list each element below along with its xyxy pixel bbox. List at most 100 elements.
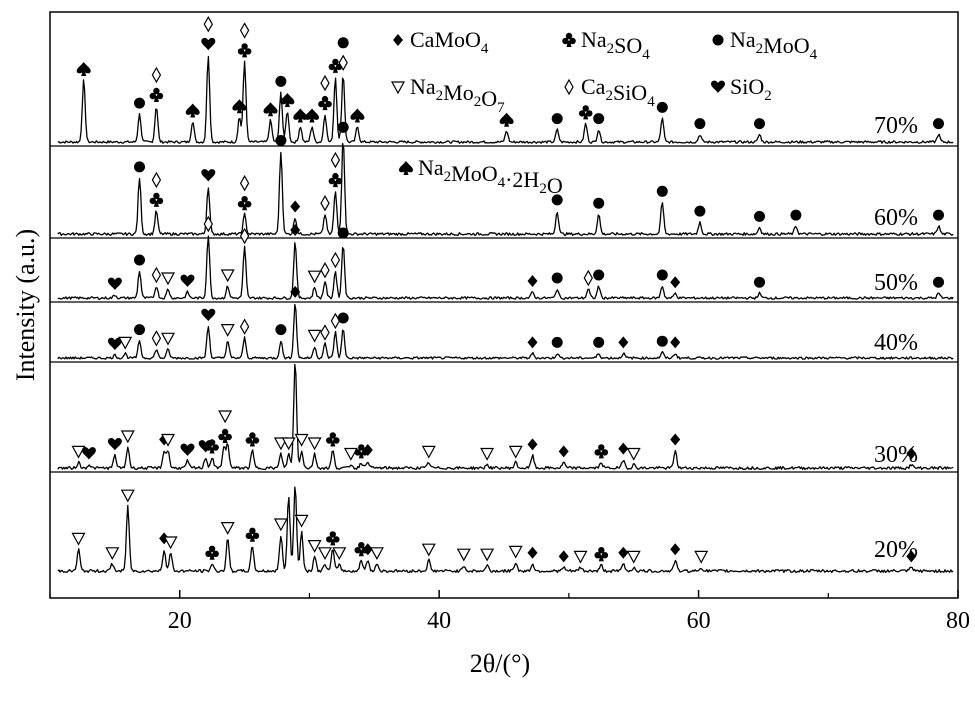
club-marker — [594, 444, 609, 459]
diamond-solid-marker — [618, 442, 629, 455]
circle-marker — [134, 324, 145, 336]
heart-marker — [107, 337, 122, 351]
triangle-open-marker — [626, 550, 641, 564]
legend-entry: Na2Mo2O7 — [390, 74, 505, 116]
circle-marker — [933, 209, 944, 221]
diamond-open-marker — [151, 171, 162, 189]
heart-marker — [180, 443, 195, 456]
diamond-open-marker — [203, 15, 213, 33]
diamond-solid-marker — [527, 438, 538, 451]
diamond-solid-marker — [558, 550, 569, 563]
circle-marker — [593, 113, 605, 125]
club-marker — [562, 32, 576, 47]
diamond-solid-marker — [670, 276, 681, 289]
diamond-open-marker — [320, 261, 330, 279]
triangle-open-marker — [307, 270, 322, 284]
circle-marker — [656, 101, 668, 113]
trace-line — [57, 55, 954, 144]
diamond-solid-marker — [362, 444, 373, 456]
trace-labels: 70% 60% 50% 40% 30% 20% — [874, 113, 918, 563]
heart-marker — [107, 277, 122, 290]
trace-label: 60% — [874, 205, 918, 231]
circle-marker — [551, 194, 563, 206]
circle-marker — [593, 269, 605, 281]
triangle-open-marker — [120, 430, 135, 444]
heart-marker — [201, 169, 216, 182]
diamond-solid-marker — [527, 546, 538, 559]
trace-line — [57, 235, 954, 300]
triangle-open-marker — [220, 521, 235, 535]
legend-label: CaMoO4 — [410, 27, 489, 57]
circle-marker — [275, 324, 287, 336]
triangle-open-marker — [273, 518, 288, 532]
spade-marker — [232, 99, 247, 114]
x-ticks: 20 40 60 80 — [49, 590, 970, 634]
triangle-open-marker — [626, 447, 641, 461]
plot-frame — [49, 11, 959, 599]
x-tick-label: 80 — [946, 608, 970, 634]
trace-line — [57, 363, 954, 471]
x-tick-label: 20 — [168, 608, 192, 634]
diamond-solid-marker — [290, 200, 301, 213]
diamond-open-marker — [320, 324, 330, 341]
diamond-solid-marker — [670, 543, 681, 556]
triangle-open-marker — [307, 437, 322, 451]
trace-label: 50% — [874, 270, 918, 296]
diamond-solid-marker — [618, 336, 629, 349]
diamond-solid-marker — [290, 285, 301, 298]
trace-label: 20% — [874, 537, 918, 563]
triangle-open-marker — [218, 410, 233, 424]
diamond-open-marker — [320, 74, 330, 92]
triangle-open-marker — [369, 547, 384, 561]
circle-marker — [134, 161, 145, 173]
trace-label: 40% — [874, 330, 918, 356]
legend-entry: Na2SO4 — [562, 27, 650, 63]
spade-marker — [293, 108, 308, 123]
triangle-open-marker — [160, 272, 176, 286]
axes — [49, 11, 959, 599]
circle-marker — [551, 113, 563, 125]
diamond-solid-marker — [362, 543, 373, 556]
trace-line — [57, 486, 954, 574]
diamond-solid-marker — [393, 34, 403, 46]
club-marker — [149, 192, 164, 207]
circle-marker — [656, 269, 668, 281]
legend-label: Ca2SiO4 — [581, 74, 655, 110]
triangle-open-marker — [508, 445, 523, 459]
triangle-open-marker — [421, 445, 436, 459]
circle-marker — [656, 335, 668, 347]
diamond-open-marker — [330, 151, 341, 169]
triangle-open-marker — [163, 536, 178, 550]
triangle-open-marker — [71, 532, 86, 546]
heart-marker — [711, 80, 725, 93]
circle-marker — [754, 210, 765, 222]
trace-label: 70% — [874, 113, 918, 139]
heart-marker — [201, 37, 216, 51]
diamond-open-marker — [239, 318, 250, 335]
trace-panels — [50, 145, 958, 473]
triangle-open-marker — [317, 547, 333, 561]
spade-marker — [185, 103, 200, 118]
diamond-open-marker — [151, 66, 162, 84]
triangle-open-marker — [120, 489, 135, 503]
club-marker — [245, 432, 260, 447]
triangle-open-marker — [71, 445, 86, 459]
diamond-open-marker — [338, 54, 348, 72]
circle-marker — [790, 209, 802, 221]
legend: CaMoO4 Na2SO4 Na2MoO4 Na2Mo2O7 Ca2SiO4 SiO2 Na… — [390, 27, 818, 198]
diamond-solid-marker — [670, 336, 681, 349]
legend-label: Na2SO4 — [581, 27, 650, 63]
legend-entry: Na2MoO4·2H2O — [399, 155, 563, 198]
legend-entry: Na2MoO4 — [712, 27, 818, 63]
triangle-open-marker — [573, 550, 588, 564]
circle-marker — [337, 227, 349, 239]
circle-marker — [134, 97, 145, 109]
circle-marker — [656, 185, 668, 197]
triangle-open-marker — [480, 447, 495, 461]
diamond-solid-marker — [527, 336, 538, 349]
triangle-open-marker — [332, 547, 347, 561]
diamond-open-marker — [239, 174, 250, 192]
diffraction-traces — [57, 55, 954, 574]
triangle-open-marker — [294, 433, 309, 447]
heart-marker — [107, 438, 122, 451]
